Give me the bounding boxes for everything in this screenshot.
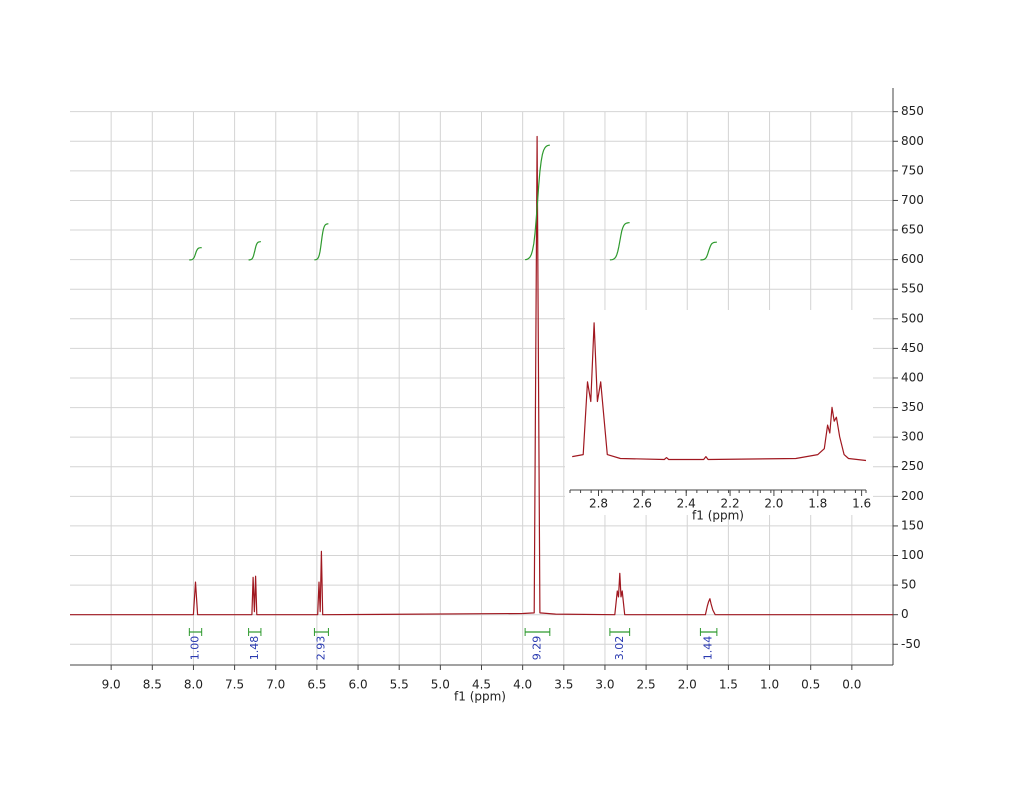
y-tick-label: 50 [901, 578, 916, 592]
y-tick-label: 800 [901, 134, 924, 148]
inset-background [565, 310, 873, 515]
y-tick-label: 450 [901, 341, 924, 355]
x-tick-label: 0.5 [801, 678, 820, 692]
spectrum-line [572, 322, 867, 462]
inset-x-tick-label: 2.8 [589, 497, 608, 511]
y-tick-label: 850 [901, 104, 924, 118]
y-tick-label: 700 [901, 193, 924, 207]
y-tick-label: 100 [901, 548, 924, 562]
y-tick-label: 750 [901, 163, 924, 177]
integral-label: 1.44 [702, 636, 715, 661]
y-tick-label: 500 [901, 311, 924, 325]
integral-curve [609, 222, 630, 261]
x-tick-label: 9.0 [102, 678, 121, 692]
integral-curve [700, 241, 717, 261]
integral-label: 1.48 [248, 636, 261, 661]
inset-x-tick-label: 1.8 [808, 497, 827, 511]
y-tick-label: 200 [901, 489, 924, 503]
x-tick-label: 4.0 [513, 678, 532, 692]
integral-label: 3.02 [613, 636, 626, 661]
x-tick-label: 8.5 [143, 678, 162, 692]
y-tick-label: 0 [901, 607, 909, 621]
integral-curve [314, 223, 329, 261]
x-tick-label: 3.5 [554, 678, 573, 692]
integral-curve [189, 247, 202, 261]
inset-x-tick-label: 2.4 [677, 497, 696, 511]
x-tick-label: 7.0 [266, 678, 285, 692]
integral-curve [525, 144, 550, 261]
spectrum-line [70, 135, 893, 616]
y-tick-label: 400 [901, 370, 924, 384]
integral-label: 1.00 [189, 636, 202, 661]
integral-label: 9.29 [530, 636, 543, 661]
y-tick-label: 350 [901, 400, 924, 414]
inset-x-tick-label: 1.6 [852, 497, 871, 511]
x-tick-label: 0.0 [842, 678, 861, 692]
x-axis-label: f1 (ppm) [454, 690, 506, 704]
y-tick-label: 550 [901, 282, 924, 296]
x-tick-label: 5.5 [390, 678, 409, 692]
x-tick-label: 6.5 [307, 678, 326, 692]
y-tick-label: 300 [901, 430, 924, 444]
inset-x-tick-label: 2.6 [633, 497, 652, 511]
y-tick-label: 600 [901, 252, 924, 266]
inset-x-tick-label: 2.0 [764, 497, 783, 511]
y-tick-label: 650 [901, 223, 924, 237]
x-tick-label: 6.0 [349, 678, 368, 692]
x-tick-label: 2.5 [637, 678, 656, 692]
x-tick-label: 7.5 [225, 678, 244, 692]
x-tick-label: 4.5 [472, 678, 491, 692]
x-tick-label: 8.0 [184, 678, 203, 692]
y-tick-label: 250 [901, 459, 924, 473]
y-tick-label: 150 [901, 518, 924, 532]
x-tick-label: 5.0 [431, 678, 450, 692]
x-tick-label: 1.5 [719, 678, 738, 692]
integral-curve [248, 241, 261, 261]
x-tick-label: 1.0 [760, 678, 779, 692]
x-tick-label: 3.0 [595, 678, 614, 692]
inset-x-tick-label: 2.2 [721, 497, 740, 511]
x-tick-label: 2.0 [678, 678, 697, 692]
inset-x-axis-label: f1 (ppm) [692, 509, 744, 523]
integral-label: 2.93 [314, 636, 327, 661]
y-tick-label: -50 [901, 637, 921, 651]
